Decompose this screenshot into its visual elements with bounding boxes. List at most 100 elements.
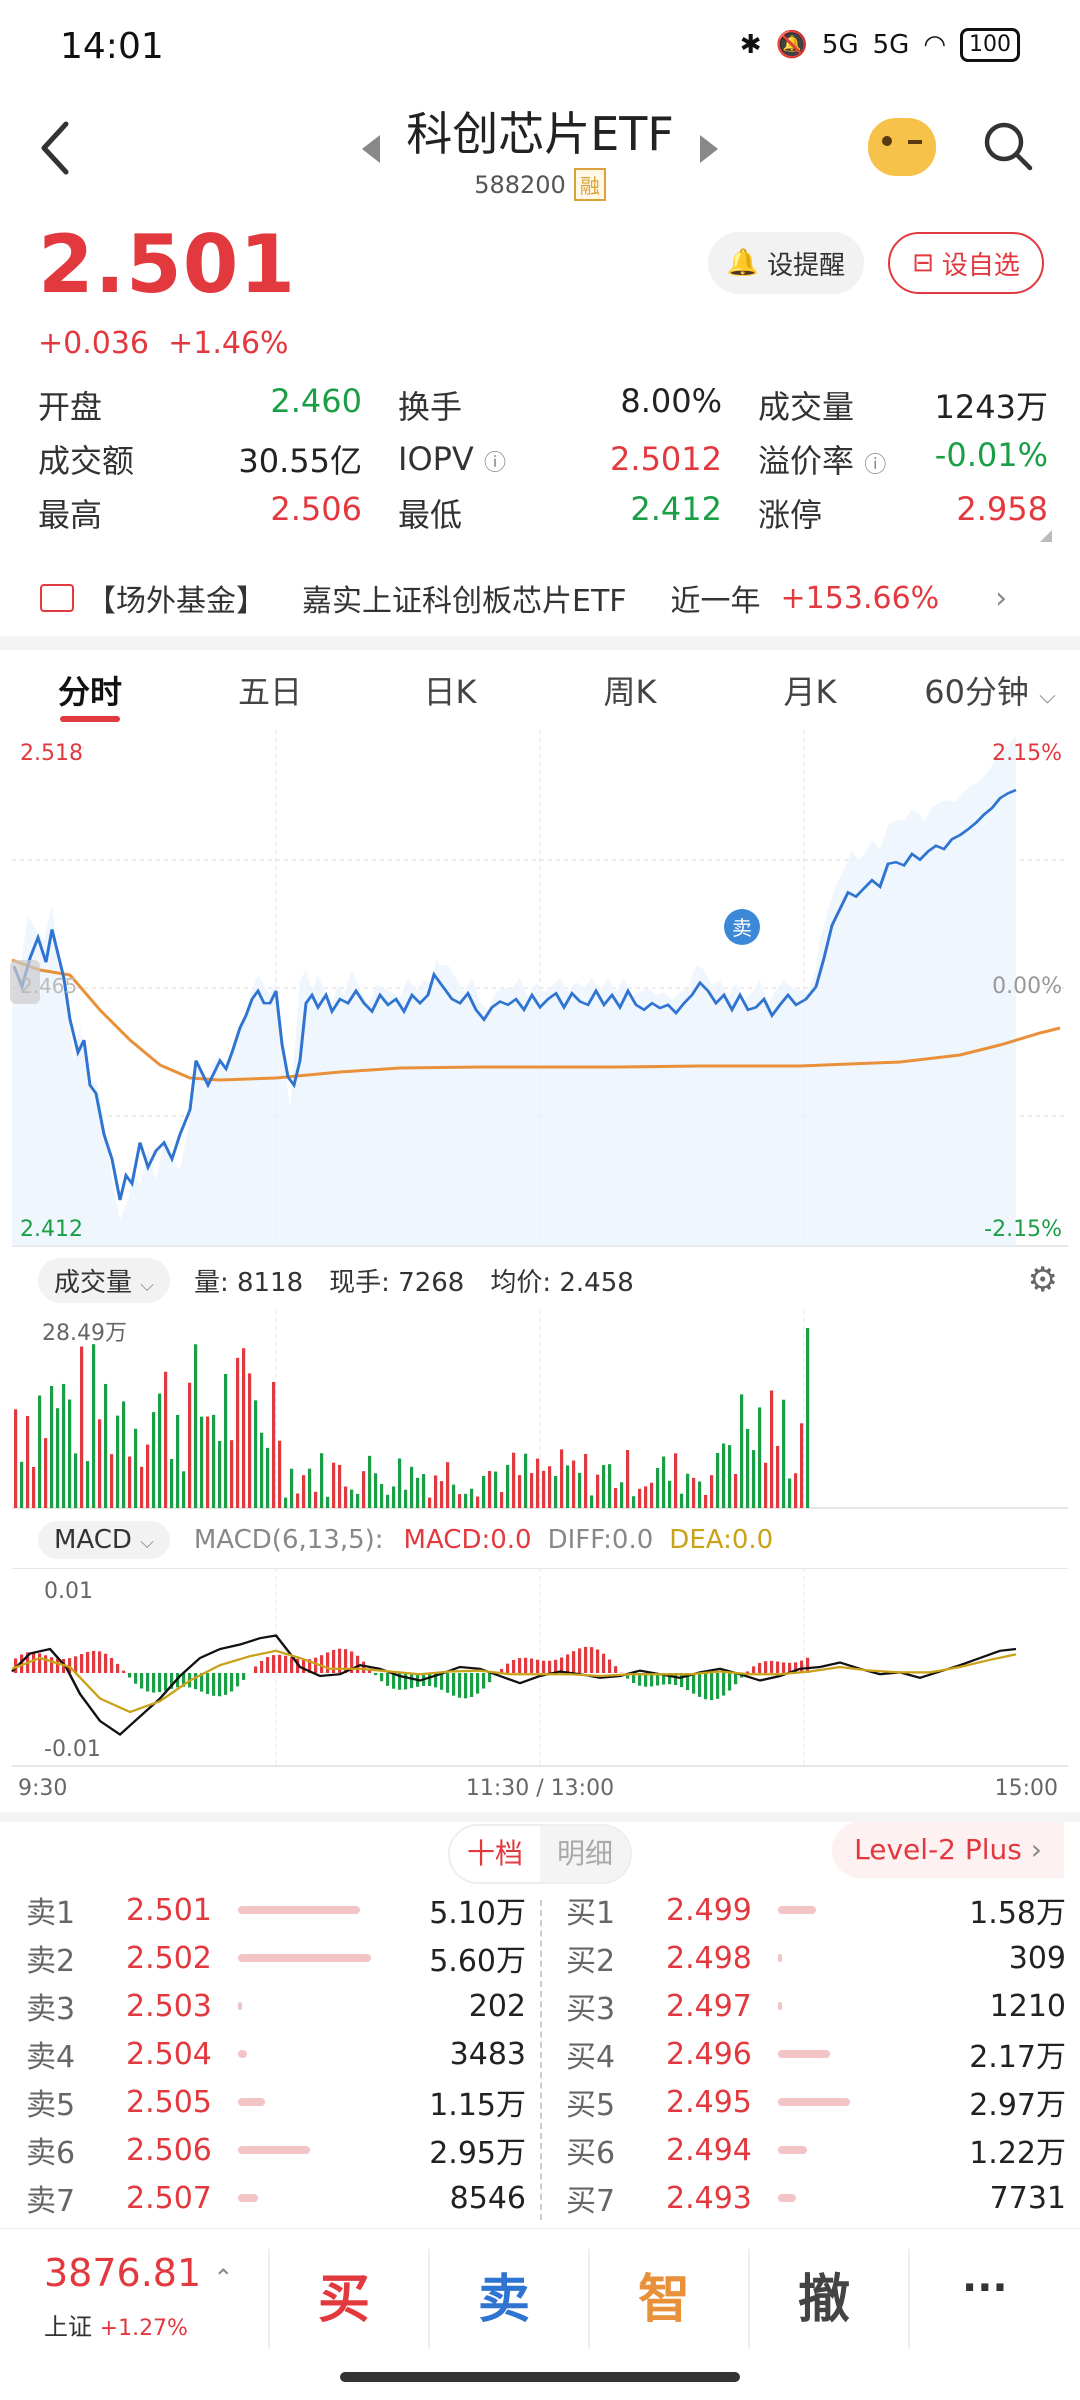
next-stock-icon[interactable] bbox=[700, 135, 718, 163]
macd-chart[interactable]: 0.01 -0.01 bbox=[0, 1568, 1080, 1768]
tab-monthly-k[interactable]: 月K bbox=[783, 673, 837, 711]
sell-marker[interactable] bbox=[724, 909, 760, 945]
price-chart[interactable]: 卖 2.518 2.465 2.412 2.15% 0.00% -2.15% bbox=[0, 730, 1080, 1250]
more-button[interactable]: ··· bbox=[962, 2265, 1008, 2311]
macd-bar bbox=[182, 1673, 186, 1687]
crosshair-handle[interactable] bbox=[10, 960, 40, 1004]
prev-stock-icon[interactable] bbox=[362, 135, 380, 163]
level-price: 2.506 bbox=[126, 2132, 212, 2168]
orderbook-row[interactable]: 卖1 2.501 5.10万 bbox=[26, 1886, 526, 1934]
wifi-icon: ◠ bbox=[923, 30, 946, 60]
level-label: 买7 bbox=[566, 2184, 616, 2219]
orderbook-row[interactable]: 买4 2.496 2.17万 bbox=[566, 2030, 1066, 2078]
tab-weekly-k[interactable]: 周K bbox=[603, 673, 657, 711]
page-title: 科创芯片ETF bbox=[406, 107, 674, 161]
orderbook-row[interactable]: 买5 2.495 2.97万 bbox=[566, 2078, 1066, 2126]
index-name-row: 上证 +1.27% bbox=[44, 2307, 188, 2342]
volume-bar bbox=[14, 1409, 18, 1508]
volume-bar bbox=[380, 1484, 384, 1508]
cancel-order-button[interactable]: 撤 bbox=[798, 2270, 851, 2330]
macd-bar bbox=[296, 1658, 300, 1673]
orderbook-row[interactable]: 卖6 2.506 2.95万 bbox=[26, 2126, 526, 2174]
volume-bar bbox=[770, 1390, 774, 1508]
back-icon[interactable] bbox=[36, 118, 76, 178]
info-icon[interactable]: ⓘ bbox=[483, 451, 506, 476]
settings-icon[interactable]: ⚙ bbox=[1027, 1260, 1058, 1300]
volume-bar bbox=[344, 1486, 348, 1508]
set-alert-button[interactable]: 🔔 设提醒 bbox=[708, 232, 864, 294]
volume-chart[interactable]: 28.49万 bbox=[0, 1310, 1080, 1510]
level-label: 买2 bbox=[566, 1944, 616, 1979]
level-bar bbox=[238, 1906, 361, 1914]
tab-details[interactable]: 明细 bbox=[540, 1826, 630, 1882]
volume-bar bbox=[116, 1415, 120, 1508]
orderbook-row[interactable]: 买1 2.499 1.58万 bbox=[566, 1886, 1066, 1934]
orderbook-row[interactable]: 卖4 2.504 3483 bbox=[26, 2030, 526, 2078]
macd-selector[interactable]: MACD ⌵ bbox=[38, 1521, 170, 1559]
orderbook-row[interactable]: 买3 2.497 1210 bbox=[566, 1982, 1066, 2030]
macd-bar bbox=[518, 1658, 522, 1673]
section-divider bbox=[0, 636, 1080, 650]
level-volume: 3483 bbox=[449, 2036, 526, 2072]
macd-bar bbox=[434, 1673, 438, 1688]
orderbook-row[interactable]: 买6 2.494 1.22万 bbox=[566, 2126, 1066, 2174]
tab-intraday[interactable]: 分时 bbox=[57, 673, 122, 711]
macd-bar bbox=[584, 1646, 588, 1673]
expand-stats-icon[interactable] bbox=[1040, 530, 1052, 542]
macd-bar bbox=[98, 1651, 102, 1673]
tab-daily-k[interactable]: 日K bbox=[423, 673, 477, 711]
home-indicator[interactable] bbox=[340, 2372, 740, 2382]
dea-value: DEA:0.0 bbox=[669, 1525, 774, 1555]
level-bar bbox=[778, 2002, 782, 2010]
volume-bar bbox=[254, 1400, 258, 1508]
volume-bar bbox=[800, 1423, 804, 1508]
orderbook-row[interactable]: 卖5 2.505 1.15万 bbox=[26, 2078, 526, 2126]
macd-bar bbox=[710, 1673, 714, 1701]
level2-button[interactable]: Level-2 Plus › bbox=[832, 1822, 1064, 1878]
orderbook-row[interactable]: 买7 2.493 7731 bbox=[566, 2174, 1066, 2222]
mute-icon: 🔕 bbox=[775, 30, 808, 60]
tab-10-levels[interactable]: 十档 bbox=[450, 1826, 540, 1882]
tab-60min[interactable]: 60分钟 ⌵ bbox=[900, 658, 1080, 726]
tab-5day[interactable]: 五日 bbox=[237, 673, 302, 711]
stat-value: 2.5012 bbox=[610, 440, 722, 478]
volume-bar bbox=[158, 1393, 162, 1508]
smart-button[interactable]: 智 bbox=[638, 2270, 691, 2330]
volume-bar bbox=[92, 1344, 96, 1508]
info-icon[interactable]: ⓘ bbox=[864, 453, 887, 478]
index-value[interactable]: 3876.81 ⌃ bbox=[44, 2251, 233, 2295]
separator bbox=[268, 2249, 270, 2349]
sell-button[interactable]: 卖 bbox=[478, 2270, 531, 2330]
volume-bar bbox=[392, 1486, 396, 1508]
orderbook-row[interactable]: 卖7 2.507 8546 bbox=[26, 2174, 526, 2222]
separator bbox=[428, 2249, 430, 2349]
orderbook-row[interactable]: 卖2 2.502 5.60万 bbox=[26, 1934, 526, 1982]
volume-selector[interactable]: 成交量 ⌵ bbox=[38, 1257, 170, 1303]
volume-bar bbox=[110, 1454, 114, 1508]
search-icon[interactable] bbox=[982, 120, 1034, 172]
level-volume: 8546 bbox=[449, 2180, 526, 2216]
diff-value: DIFF:0.0 bbox=[547, 1525, 654, 1555]
level-label: 卖5 bbox=[26, 2088, 76, 2123]
macd-bar bbox=[638, 1673, 642, 1686]
price-change: +0.036 +1.46% bbox=[38, 326, 289, 361]
level-volume: 2.95万 bbox=[429, 2136, 526, 2171]
volume-max-label: 28.49万 bbox=[42, 1321, 127, 1346]
orderbook-row[interactable]: 买2 2.498 309 bbox=[566, 1934, 1066, 1982]
buy-button[interactable]: 买 bbox=[318, 2270, 371, 2330]
volume-bar bbox=[38, 1395, 42, 1508]
level-bar bbox=[238, 1954, 372, 1962]
volume-bar bbox=[728, 1445, 732, 1508]
level-bar bbox=[238, 2002, 242, 2010]
mascot-icon[interactable] bbox=[868, 118, 936, 176]
macd-bar bbox=[260, 1660, 264, 1673]
stat-value: 2.412 bbox=[630, 490, 722, 528]
stat-label: 成交额 bbox=[38, 442, 135, 480]
fund-promo-bar[interactable]: 【场外基金】 嘉实上证科创板芯片ETF 近一年 +153.66% › bbox=[0, 562, 1080, 634]
add-watchlist-button[interactable]: ⊟ 设自选 bbox=[888, 232, 1044, 294]
orderbook-row[interactable]: 卖3 2.503 202 bbox=[26, 1982, 526, 2030]
volume-bar bbox=[722, 1443, 726, 1508]
level-volume: 2.97万 bbox=[969, 2088, 1066, 2123]
macd-bottom-label: -0.01 bbox=[44, 1737, 101, 1762]
volume-bar bbox=[644, 1486, 648, 1508]
